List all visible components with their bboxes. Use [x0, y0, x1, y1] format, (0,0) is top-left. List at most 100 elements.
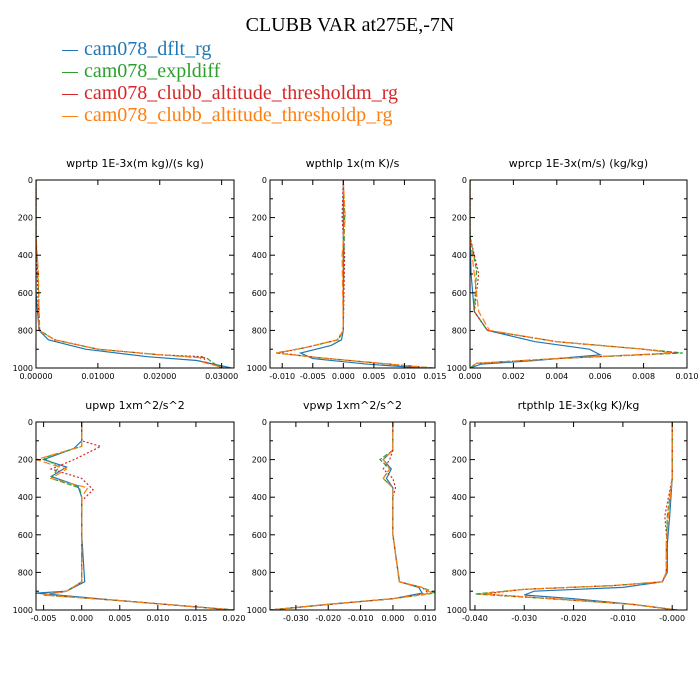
y-tick-label: 600: [452, 289, 467, 298]
series-line: [43, 422, 234, 610]
series-line: [42, 422, 234, 610]
series-line: [470, 180, 672, 368]
y-tick-label: 200: [18, 456, 33, 465]
y-tick-label: 1000: [13, 606, 33, 615]
x-tick-label: 0.000: [70, 614, 93, 623]
plot-frame: [35, 421, 235, 611]
y-tick-label: 0: [28, 418, 33, 427]
x-tick-label: 0.03000: [205, 372, 238, 381]
y-tick-label: 200: [452, 456, 467, 465]
x-tick-label: 0.020: [223, 614, 246, 623]
x-tick-label: -0.020: [315, 614, 341, 623]
y-tick-label: 0: [262, 176, 267, 185]
panel-4: upwp 1xm^2/s^2 0 200 400 600 800 1000-0.005 0.0…: [13, 399, 246, 623]
x-tick-label: -0.005: [31, 614, 57, 623]
y-tick-label: 400: [452, 251, 467, 260]
panel-title: wprtp 1E-3x(m kg)/(s kg): [66, 157, 204, 170]
y-tick-label: 800: [452, 326, 467, 335]
series-line: [470, 180, 603, 368]
y-tick-label: 600: [252, 531, 267, 540]
plot-frame: [269, 179, 436, 369]
x-tick-label: 0.008: [632, 372, 655, 381]
series-line: [474, 422, 678, 610]
series-line: [36, 180, 225, 368]
x-tick-label: -0.010: [610, 614, 636, 623]
x-tick-label: 0.00000: [19, 372, 52, 381]
x-tick-label: 0.015: [424, 372, 447, 381]
panel-title: vpwp 1xm^2/s^2: [303, 399, 402, 412]
panel-title: wprcp 1E-3x(m/s) (kg/kg): [509, 157, 648, 170]
plot-frame: [35, 179, 235, 369]
series-line: [524, 422, 678, 610]
y-tick-label: 0: [462, 418, 467, 427]
figure-title: CLUBB VAR at275E,-7N: [245, 14, 455, 36]
series-line: [275, 180, 434, 368]
panel-1: wprtp 1E-3x(m kg)/(s kg) 0 200 400 600 800 100…: [13, 157, 239, 381]
y-tick-label: 400: [252, 251, 267, 260]
y-tick-label: 600: [452, 531, 467, 540]
y-tick-label: 1000: [247, 606, 267, 615]
y-tick-label: 400: [18, 251, 33, 260]
y-tick-label: 600: [252, 289, 267, 298]
y-tick-label: 1000: [447, 606, 467, 615]
legend-label: cam078_expldiff: [84, 60, 221, 82]
series-line: [36, 422, 234, 610]
series-line: [470, 180, 683, 368]
y-tick-label: 1000: [13, 364, 33, 373]
x-tick-label: -0.000: [659, 614, 685, 623]
series-line: [298, 180, 423, 368]
legend-item-expldiff: cam078_expldiff: [62, 60, 398, 82]
x-tick-label: 0.000: [381, 614, 404, 623]
y-tick-label: 400: [452, 493, 467, 502]
legend-item-thresholdm: cam078_clubb_altitude_thresholdm_rg: [62, 82, 398, 104]
series-line: [279, 180, 429, 368]
panel-2: wpthlp 1x(m K)/s 0 200 400 600 800 1000-0.010-…: [247, 157, 447, 381]
series-line: [275, 180, 432, 368]
y-tick-label: 800: [452, 568, 467, 577]
x-tick-label: -0.005: [300, 372, 326, 381]
legend-swatch: [62, 49, 78, 52]
panel-5: vpwp 1xm^2/s^2 0 200 400 600 800 1000 -0.030 -0.…: [247, 399, 437, 623]
series-line: [270, 422, 430, 610]
legend-label: cam078_clubb_altitude_thresholdp_rg: [84, 104, 393, 126]
plot-frame: [469, 421, 688, 611]
x-tick-label: -0.040: [462, 614, 488, 623]
x-tick-label: 0.010: [676, 372, 699, 381]
x-tick-label: 0.002: [502, 372, 525, 381]
y-tick-label: 800: [18, 326, 33, 335]
plot-frame: [469, 179, 688, 369]
x-tick-label: 0.005: [362, 372, 385, 381]
x-tick-label: 0.000: [332, 372, 355, 381]
series-line: [270, 422, 435, 610]
y-tick-label: 800: [18, 568, 33, 577]
y-tick-label: 600: [18, 289, 33, 298]
x-tick-label: -0.010: [269, 372, 295, 381]
series-line: [36, 180, 232, 368]
x-tick-label: 0.000: [459, 372, 482, 381]
series-line: [479, 422, 678, 610]
legend-swatch: [62, 71, 78, 74]
panel-title: rtpthlp 1E-3x(kg K)/kg: [518, 399, 640, 412]
y-tick-label: 400: [252, 493, 267, 502]
y-tick-label: 200: [18, 214, 33, 223]
legend: cam078_dflt_rg cam078_expldiff cam078_cl…: [62, 38, 398, 126]
y-tick-label: 1000: [447, 364, 467, 373]
y-tick-label: 600: [18, 531, 33, 540]
y-tick-label: 400: [18, 493, 33, 502]
y-tick-label: 1000: [247, 364, 267, 373]
x-tick-label: -0.030: [283, 614, 309, 623]
y-tick-label: 800: [252, 326, 267, 335]
panel-6: rtpthlp 1E-3x(kg K)/kg02004006008001000-…: [447, 399, 688, 623]
x-tick-label: 0.006: [589, 372, 612, 381]
series-line: [36, 180, 222, 368]
y-tick-label: 0: [462, 176, 467, 185]
legend-label: cam078_clubb_altitude_thresholdm_rg: [84, 82, 399, 104]
x-tick-label: 0.004: [545, 372, 568, 381]
y-tick-label: 200: [452, 214, 467, 223]
series-line: [484, 422, 678, 610]
legend-label: cam078_dflt_rg: [84, 38, 212, 60]
y-tick-label: 200: [252, 214, 267, 223]
series-line: [36, 422, 234, 610]
x-tick-label: -0.010: [348, 614, 374, 623]
